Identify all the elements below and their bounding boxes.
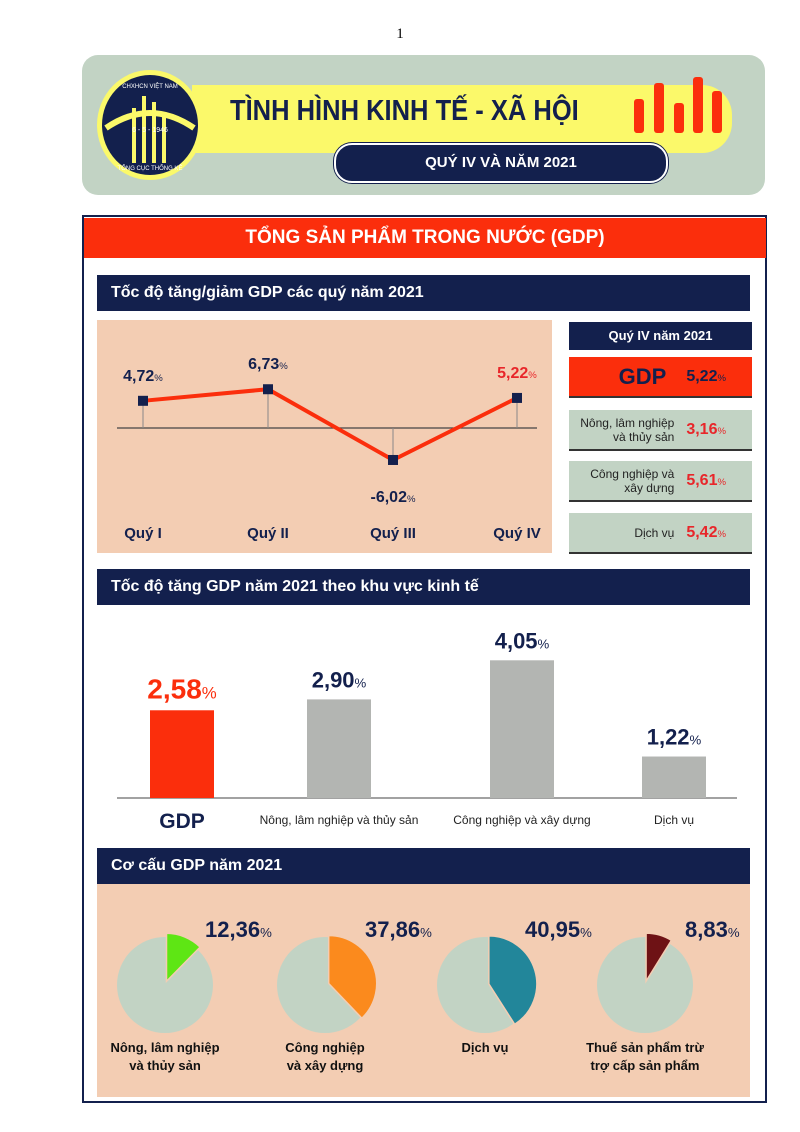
section-banner: TỔNG SẢN PHẨM TRONG NƯỚC (GDP) [84, 218, 766, 258]
pie-category-label: Dịch vụ [462, 1040, 509, 1055]
pie-category-label: và thủy sản [129, 1058, 201, 1073]
pie-slice [645, 932, 673, 984]
pie-slice [327, 934, 378, 1020]
data-label: 4,72% [123, 368, 163, 385]
data-point [388, 454, 398, 465]
pie-value-label: 12,36% [205, 917, 272, 942]
pie-value-label: 8,83% [685, 917, 740, 942]
data-label: 4,05% [495, 628, 550, 653]
category-label: GDP [159, 810, 205, 833]
bar-chart: 2,58% GDP 2,90% Nông, lâm nghiệp và thủy sả… [117, 628, 737, 833]
header-panel: 6 - 5 - 1946 CHXHCN VIỆT NAM TỔNG CỤC TH… [82, 55, 765, 195]
pie-category-label: và xây dựng [287, 1058, 364, 1073]
bar [642, 756, 706, 798]
data-label: 2,58% [147, 673, 217, 704]
bar [307, 699, 371, 798]
logo-top-text: CHXHCN VIỆT NAM [122, 82, 178, 90]
pie-charts: 12,36% Nông, lâm nghiệp và thủy sản 37,86% C… [110, 917, 740, 1073]
x-tick-label: Quý IV [493, 525, 541, 542]
logo-date: 6 - 5 - 1946 [132, 127, 168, 134]
kpi-item: Nông, lâm nghiệp và thủy sản 3,16% [569, 410, 752, 451]
data-label: -6,02% [371, 489, 416, 506]
kpi-gdp-value: 5,22% [686, 367, 726, 385]
main-frame [82, 215, 767, 1103]
pie-rest [597, 937, 693, 1033]
category-label: Dịch vụ [654, 813, 694, 827]
data-point [138, 395, 148, 406]
data-label: 1,22% [647, 725, 702, 750]
header-title: TÌNH HÌNH KINH TẾ - XÃ HỘI [230, 95, 579, 127]
gso-logo: 6 - 5 - 1946 CHXHCN VIỆT NAM TỔNG CỤC TH… [97, 70, 203, 180]
pie-rest [117, 937, 213, 1033]
data-label: 6,73% [248, 356, 288, 373]
pie-slice [488, 935, 538, 1026]
section-title-structure: Cơ cấu GDP năm 2021 [97, 848, 750, 884]
kpi-gdp-label: GDP [618, 363, 667, 389]
line-chart-panel: 4,72% Quý I 6,73% Quý II -6,02% Quý III 5,22% Q… [97, 320, 552, 553]
category-label: Công nghiệp và xây dựng [453, 813, 590, 827]
section-title-quarterly: Tốc độ tăng/giảm GDP các quý năm 2021 [97, 275, 750, 311]
data-label: 2,90% [312, 667, 367, 692]
kpi-title: Quý IV năm 2021 [569, 322, 752, 350]
kpi-gdp-box: GDP 5,22% [569, 357, 752, 398]
pie-value-label: 40,95% [525, 917, 592, 942]
kpi-item: Dịch vụ 5,42% [569, 513, 752, 554]
x-tick-label: Quý III [370, 525, 416, 542]
x-tick-label: Quý II [247, 525, 289, 542]
pie-category-label: trợ cấp sản phẩm [591, 1058, 700, 1073]
x-tick-label: Quý I [124, 525, 162, 542]
header-subtitle: QUÝ IV VÀ NĂM 2021 [334, 143, 668, 183]
pie-panel: 12,36% Nông, lâm nghiệp và thủy sản 37,86% C… [97, 884, 750, 1097]
section-title-sectors: Tốc độ tăng GDP năm 2021 theo khu vực ki… [97, 569, 750, 605]
series-line [142, 387, 518, 463]
bar [490, 660, 554, 798]
pie-category-label: Công nghiệp [285, 1040, 364, 1055]
data-label: 5,22% [497, 365, 537, 382]
kpi-item: Công nghiệp và xây dựng 5,61% [569, 461, 752, 502]
pie-category-label: Thuế sản phẩm trừ [586, 1040, 704, 1055]
data-point [512, 392, 522, 403]
logo-bottom-text: TỔNG CỤC THỐNG KÊ [118, 164, 183, 172]
line-chart: 4,72% Quý I 6,73% Quý II -6,02% Quý III 5,22% Q… [117, 356, 541, 542]
bar-chart-icon [634, 77, 722, 133]
bar [150, 710, 214, 798]
pie-slice [165, 932, 202, 984]
pie-value-label: 37,86% [365, 917, 432, 942]
category-label: Nông, lâm nghiệp và thủy sản [260, 813, 419, 827]
data-point [263, 384, 273, 395]
pie-category-label: Nông, lâm nghiệp [110, 1040, 219, 1055]
page-number: 1 [396, 26, 404, 42]
